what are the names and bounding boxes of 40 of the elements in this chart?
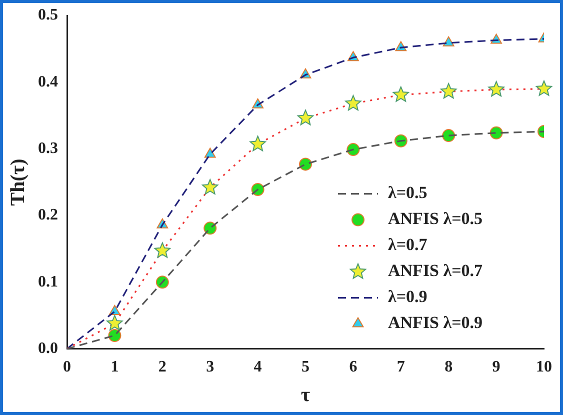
legend-label: λ=0.7: [388, 235, 428, 254]
x-tick-label: 6: [349, 358, 358, 376]
point: [345, 95, 362, 111]
legend-label: ANFIS λ=0.5: [388, 209, 483, 228]
y-tick-label: 0.0: [38, 340, 58, 357]
point: [536, 80, 552, 96]
point: [250, 136, 266, 152]
point: [392, 86, 410, 102]
y-tick-label: 0.4: [38, 73, 58, 90]
legend-label: λ=0.5: [388, 183, 428, 202]
legend-label: ANFIS λ=0.7: [388, 261, 484, 280]
x-tick-label: 8: [444, 358, 453, 376]
point: [106, 314, 123, 330]
point: [297, 110, 314, 126]
x-tick-label: 0: [63, 358, 71, 376]
point: [204, 222, 217, 235]
x-tick-label: 5: [302, 358, 310, 376]
y-tick-label: 0.5: [38, 6, 58, 24]
point: [488, 81, 504, 97]
x-tick-label: 4: [254, 358, 262, 376]
y-tick-label: 0.1: [38, 273, 58, 290]
x-tick-label: 1: [110, 358, 119, 376]
x-tick-label: 10: [536, 358, 552, 376]
point: [204, 148, 216, 158]
point: [251, 183, 264, 196]
x-tick-label: 2: [158, 358, 166, 376]
x-axis-title: τ: [300, 384, 310, 406]
y-tick-label: 0.3: [38, 140, 58, 158]
legend-label: ANFIS λ=0.9: [388, 313, 483, 332]
x-tick-label: 3: [206, 358, 214, 376]
x-tick-label: 9: [492, 358, 500, 376]
y-tick-label: 0.2: [38, 206, 58, 224]
y-axis-title: Th(τ): [7, 158, 30, 206]
x-tick-label: 7: [396, 358, 405, 376]
point: [154, 242, 171, 258]
point: [108, 328, 122, 342]
legend-label: λ=0.9: [388, 287, 428, 306]
point: [442, 36, 454, 46]
point: [440, 83, 457, 99]
point: [202, 179, 218, 195]
